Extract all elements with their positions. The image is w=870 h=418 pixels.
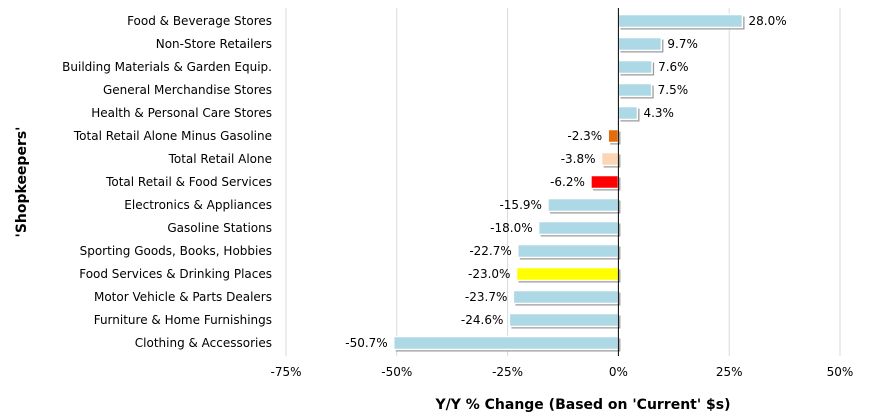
y-axis-title: 'Shopkeepers': [14, 127, 30, 238]
x-tick-label: -50%: [381, 365, 412, 379]
value-label: 7.5%: [658, 83, 689, 97]
bar: [537, 220, 620, 236]
bar: [617, 13, 744, 29]
bar: [607, 128, 620, 144]
category-label: Food & Beverage Stores: [127, 14, 272, 28]
category-label: General Merchandise Stores: [103, 83, 272, 97]
bar: [617, 59, 653, 75]
value-label: 28.0%: [748, 14, 786, 28]
category-label: Gasoline Stations: [167, 221, 272, 235]
bar: [512, 289, 620, 305]
x-tick-label: -25%: [492, 365, 523, 379]
bar: [508, 312, 620, 328]
value-label: -23.7%: [465, 290, 507, 304]
bar: [517, 243, 620, 259]
labels: Food & Beverage Stores 28.0% Non-Store Ret…: [62, 14, 786, 350]
value-label: -18.0%: [490, 221, 532, 235]
value-label: -50.7%: [345, 336, 387, 350]
category-label: Food Services & Drinking Places: [79, 267, 272, 281]
bar: [515, 266, 620, 282]
value-label: 4.3%: [643, 106, 674, 120]
gridlines: [285, 8, 841, 356]
bar: [617, 82, 653, 98]
category-label: Furniture & Home Furnishings: [94, 313, 272, 327]
category-label: Electronics & Appliances: [124, 198, 272, 212]
x-tick-label: 0%: [609, 365, 628, 379]
x-axis-ticks: -75% -50% -25% 0% 25% 50%: [270, 365, 853, 379]
value-label: -2.3%: [567, 129, 602, 143]
bar: [617, 36, 663, 52]
bar: [547, 197, 620, 213]
value-label: 9.7%: [667, 37, 698, 51]
category-label: Clothing & Accessories: [135, 336, 272, 350]
value-label: -6.2%: [550, 175, 585, 189]
value-label: 7.6%: [658, 60, 689, 74]
bar: [392, 335, 620, 351]
x-tick-label: 25%: [716, 365, 743, 379]
category-label: Total Retail Alone: [168, 152, 272, 166]
value-label: -3.8%: [561, 152, 596, 166]
x-axis-title: Y/Y % Change (Based on 'Current' $s): [434, 397, 730, 413]
category-label: Building Materials & Garden Equip.: [62, 60, 272, 74]
category-label: Motor Vehicle & Parts Dealers: [94, 290, 272, 304]
bar: [617, 105, 639, 121]
bar: [590, 174, 620, 190]
category-label: Total Retail & Food Services: [105, 175, 272, 189]
bars: [392, 13, 745, 352]
x-tick-label: -75%: [270, 365, 301, 379]
value-label: -15.9%: [499, 198, 541, 212]
value-label: -23.0%: [468, 267, 510, 281]
category-label: Sporting Goods, Books, Hobbies: [80, 244, 272, 258]
bar: [600, 151, 620, 167]
category-label: Health & Personal Care Stores: [91, 106, 272, 120]
x-tick-label: 50%: [827, 365, 854, 379]
value-label: -22.7%: [469, 244, 511, 258]
value-label: -24.6%: [461, 313, 503, 327]
category-label: Non-Store Retailers: [156, 37, 272, 51]
category-label: Total Retail Alone Minus Gasoline: [73, 129, 272, 143]
